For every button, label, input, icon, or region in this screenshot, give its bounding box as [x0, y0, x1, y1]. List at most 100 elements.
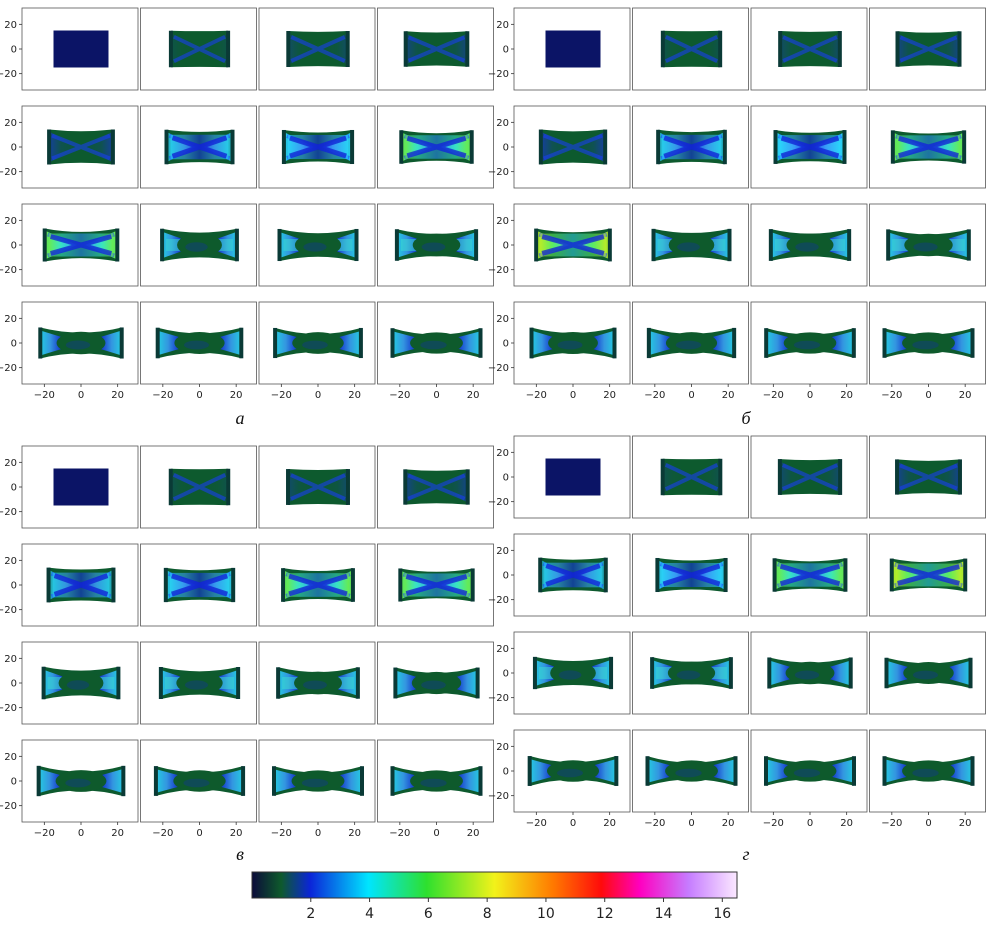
subplot [869, 631, 986, 715]
edge-cap [962, 130, 967, 164]
subplot [632, 533, 749, 617]
specimen [276, 667, 360, 699]
subplot: −20 0 20 [258, 739, 376, 839]
edge-cap [847, 229, 852, 261]
x-tick-label: −20 [526, 390, 547, 401]
subplot: 20 0 −20 [0, 203, 139, 287]
shear-band [173, 34, 226, 64]
edge-cap [728, 657, 733, 689]
panel-1: 20 0 −20 20 0 −20 20 0 −20 20 0 −20 −20 0 20 −20 0 20 −20 0… [0, 7, 494, 428]
subplot [258, 7, 376, 91]
x-tick-label: 20 [840, 818, 853, 829]
colorbar-tick-label: 12 [596, 906, 614, 922]
subplot: 20 0 −20 [488, 435, 631, 519]
core-spot [183, 340, 210, 350]
core-spot [795, 242, 819, 252]
edge-cap [286, 30, 291, 68]
specimen [47, 129, 115, 165]
y-tick-label: 20 [496, 644, 509, 655]
subplot [377, 445, 494, 529]
strain-band [662, 32, 721, 66]
x-tick-label: −20 [644, 818, 665, 829]
panel-label: г [742, 844, 749, 864]
subplot [869, 435, 986, 519]
x-tick-label: −20 [389, 390, 410, 401]
colorbar-tick-label: 16 [713, 906, 731, 922]
core-spot [793, 768, 821, 778]
edge-cap [646, 327, 651, 359]
edge-cap [614, 756, 619, 786]
subplot [632, 105, 749, 189]
subplot [140, 543, 257, 627]
edge-cap [239, 327, 244, 359]
x-tick-label: 0 [688, 818, 694, 829]
subplot: −20 0 20 [750, 729, 868, 829]
edge-cap [851, 328, 856, 358]
specimen [158, 666, 241, 700]
subplot [632, 435, 749, 519]
edge-cap [236, 666, 241, 700]
x-tick-label: −20 [271, 390, 292, 401]
specimen [153, 766, 246, 796]
x-tick-label: 0 [315, 828, 321, 839]
strain-band [662, 460, 721, 494]
shear-band [782, 463, 838, 491]
subplot [632, 631, 749, 715]
specimen [42, 228, 120, 262]
shear-band [51, 133, 111, 161]
core-spot [185, 242, 208, 252]
edge-cap [882, 756, 887, 786]
x-tick-label: −20 [389, 828, 410, 839]
strain-band [288, 32, 348, 66]
specimen [527, 756, 619, 786]
subplot [750, 7, 868, 91]
specimen [36, 765, 126, 797]
specimen [286, 469, 350, 505]
subplot [377, 105, 494, 189]
edge-cap [723, 557, 728, 593]
subplot: 20 0 −20 [0, 105, 139, 189]
specimen [767, 657, 853, 689]
y-tick-label: 20 [4, 314, 17, 325]
edge-cap [895, 459, 900, 495]
specimen [272, 766, 364, 796]
edge-cap [718, 30, 723, 68]
subplot: 20 0 −20 [0, 7, 139, 91]
panel-2: 20 0 −20 20 0 −20 20 0 −20 20 0 −20 −20 0 20 −20 0 20 −20 0… [488, 7, 986, 428]
edge-cap [843, 558, 848, 592]
subplot [258, 105, 376, 189]
edge-cap [727, 228, 732, 262]
shear-band [779, 563, 841, 587]
edge-cap [230, 129, 235, 165]
edge-cap [886, 229, 891, 261]
subplot: −20 0 20 [750, 301, 868, 401]
specimen [53, 468, 109, 506]
x-tick-label: 0 [315, 390, 321, 401]
x-tick-label: 20 [230, 828, 243, 839]
edge-cap [478, 328, 483, 358]
core-spot [65, 340, 91, 350]
edge-cap [534, 228, 539, 262]
y-tick-label: −20 [488, 265, 509, 276]
specimen [168, 30, 231, 68]
edge-cap [226, 468, 231, 506]
edge-cap [852, 756, 856, 786]
y-tick-label: 20 [496, 546, 509, 557]
specimen [398, 568, 475, 602]
panel-label: в [236, 844, 244, 864]
specimen [655, 557, 728, 593]
strain-band [897, 33, 960, 65]
specimen [650, 657, 733, 689]
subplot: 20 0 −20 [0, 445, 139, 529]
shear-band [407, 35, 466, 63]
subplot [377, 203, 494, 287]
x-tick-label: 20 [348, 390, 361, 401]
core-spot [913, 242, 938, 252]
x-tick-label: −20 [152, 828, 173, 839]
colorbar-tick-label: 6 [424, 906, 433, 922]
y-tick-label: −20 [488, 791, 509, 802]
shear-band [290, 473, 346, 501]
edge-cap [890, 130, 895, 164]
x-tick-label: 0 [570, 390, 576, 401]
x-tick-label: −20 [644, 390, 665, 401]
